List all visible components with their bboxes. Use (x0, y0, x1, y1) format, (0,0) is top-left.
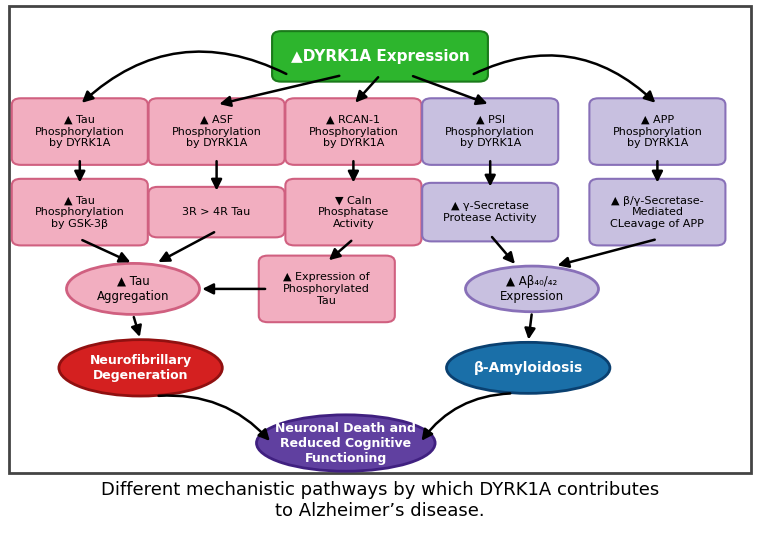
FancyBboxPatch shape (11, 98, 147, 165)
Text: Neuronal Death and
Reduced Cognitive
Functioning: Neuronal Death and Reduced Cognitive Fun… (275, 422, 416, 465)
FancyBboxPatch shape (258, 256, 395, 322)
FancyBboxPatch shape (590, 98, 725, 165)
Text: Neurofibrillary
Degeneration: Neurofibrillary Degeneration (90, 354, 192, 382)
Text: ▲DYRK1A Expression: ▲DYRK1A Expression (290, 49, 470, 64)
Text: ▲ γ-Secretase
Protease Activity: ▲ γ-Secretase Protease Activity (443, 201, 537, 223)
Ellipse shape (256, 415, 435, 471)
Text: ▲ Tau
Phosphorylation
by DYRK1A: ▲ Tau Phosphorylation by DYRK1A (35, 115, 125, 148)
FancyBboxPatch shape (148, 98, 284, 165)
Text: ▲ PSI
Phosphorylation
by DYRK1A: ▲ PSI Phosphorylation by DYRK1A (445, 115, 535, 148)
Ellipse shape (465, 266, 599, 311)
FancyBboxPatch shape (423, 98, 558, 165)
FancyBboxPatch shape (590, 179, 725, 245)
Text: ▲ Aβ₄₀/₄₂
Expression: ▲ Aβ₄₀/₄₂ Expression (500, 275, 564, 303)
Text: ▼ Caln
Phosphatase
Activity: ▼ Caln Phosphatase Activity (318, 195, 389, 229)
Text: Different mechanistic pathways by which DYRK1A contributes
to Alzheimer’s diseas: Different mechanistic pathways by which … (101, 481, 659, 520)
Text: ▲ ASF
Phosphorylation
by DYRK1A: ▲ ASF Phosphorylation by DYRK1A (172, 115, 261, 148)
FancyBboxPatch shape (286, 179, 421, 245)
FancyBboxPatch shape (286, 98, 421, 165)
FancyBboxPatch shape (423, 183, 558, 242)
Ellipse shape (59, 340, 222, 396)
Text: ▲ APP
Phosphorylation
by DYRK1A: ▲ APP Phosphorylation by DYRK1A (613, 115, 702, 148)
Text: ▲ Tau
Phosphorylation
by GSK-3β: ▲ Tau Phosphorylation by GSK-3β (35, 195, 125, 229)
FancyBboxPatch shape (11, 179, 147, 245)
Ellipse shape (446, 343, 610, 393)
FancyBboxPatch shape (272, 31, 488, 82)
Text: ▲ Tau
Aggregation: ▲ Tau Aggregation (97, 275, 169, 303)
Text: ▲ RCAN-1
Phosphorylation
by DYRK1A: ▲ RCAN-1 Phosphorylation by DYRK1A (309, 115, 398, 148)
Text: 3R > 4R Tau: 3R > 4R Tau (182, 207, 251, 217)
Text: β-Amyloidosis: β-Amyloidosis (473, 361, 583, 375)
Ellipse shape (67, 263, 199, 315)
Text: ▲ β/γ-Secretase-
Mediated
CLeavage of APP: ▲ β/γ-Secretase- Mediated CLeavage of AP… (610, 195, 705, 229)
Text: ▲ Expression of
Phosphorylated
Tau: ▲ Expression of Phosphorylated Tau (283, 272, 370, 306)
FancyBboxPatch shape (148, 187, 284, 237)
Bar (9, 6, 751, 473)
